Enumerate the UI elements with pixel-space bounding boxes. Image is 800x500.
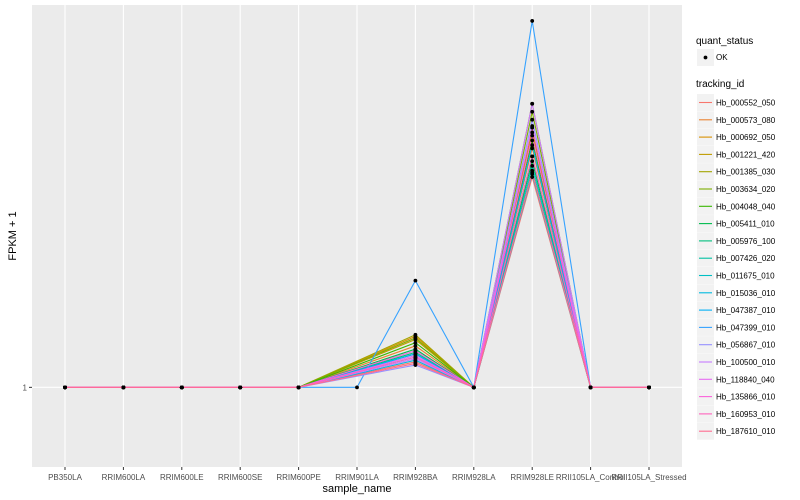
x-tick-label: RRIM600LA <box>102 473 146 482</box>
data-point <box>121 385 126 390</box>
x-tick-label: RRIM600LE <box>160 473 204 482</box>
point-legend-entries: OK <box>697 49 728 66</box>
legend-label: Hb_004048_040 <box>716 202 776 211</box>
data-point <box>413 332 418 337</box>
data-point <box>413 278 418 283</box>
y-axis: 1 <box>23 383 32 392</box>
data-point <box>413 355 418 359</box>
legend-label: Hb_003634_020 <box>716 185 776 194</box>
grid <box>32 5 682 467</box>
data-point <box>179 385 184 390</box>
data-point <box>530 159 535 164</box>
data-point <box>530 117 535 122</box>
data-point <box>63 385 67 390</box>
legend-label: OK <box>716 53 728 62</box>
x-tick-label: RRIM928LA <box>452 473 496 482</box>
y-tick-label: 1 <box>23 383 28 392</box>
legend-label: Hb_135866_010 <box>716 393 776 402</box>
data-point <box>413 348 418 353</box>
data-point <box>413 340 418 345</box>
data-point <box>530 133 535 138</box>
x-axis-title: sample_name <box>322 483 391 495</box>
series-line <box>65 170 649 389</box>
legend-label: Hb_000573_080 <box>716 116 776 125</box>
data-point <box>530 130 535 135</box>
legend-label: Hb_001221_420 <box>716 150 776 159</box>
x-tick-label: RRIM600PE <box>276 473 320 482</box>
legend-label: Hb_056867_010 <box>716 341 776 350</box>
legend-label: Hb_015036_010 <box>716 289 776 298</box>
data-point <box>530 170 535 175</box>
x-tick-label: PB350LA <box>48 473 82 482</box>
line-legend-entries: Hb_000552_050 Hb_000573_080 Hb_000692_050 H… <box>697 94 776 440</box>
line-legend-title: tracking_id <box>696 79 744 90</box>
data-point <box>238 385 243 390</box>
data-point <box>413 361 418 366</box>
data-point <box>530 124 535 128</box>
data-point <box>530 19 535 23</box>
legend-label: Hb_187610_010 <box>716 427 776 436</box>
data-point <box>530 109 535 114</box>
legend-label: Hb_005976_100 <box>716 237 776 246</box>
data-point <box>413 336 418 340</box>
legend-label: Hb_011675_010 <box>716 272 775 281</box>
data-point <box>296 385 301 390</box>
legend-point-marker <box>703 55 708 60</box>
legend-label: Hb_000552_050 <box>716 99 776 108</box>
legend-label: Hb_100500_010 <box>716 358 776 367</box>
legend-label: Hb_000692_050 <box>716 133 776 142</box>
data-point <box>530 138 535 143</box>
legend-label: Hb_001385_030 <box>716 168 776 177</box>
point-legend-title: quant_status <box>696 36 753 47</box>
series-points <box>63 19 651 390</box>
data-point <box>530 146 535 151</box>
legend-label: Hb_160953_010 <box>716 410 776 419</box>
data-point <box>647 385 651 390</box>
data-point <box>413 344 418 348</box>
data-point <box>530 101 535 106</box>
data-point <box>530 164 535 168</box>
data-point <box>588 385 593 390</box>
x-tick-label: RRIM600SE <box>218 473 262 482</box>
legend-label: Hb_005411_010 <box>716 220 775 229</box>
legend-label: Hb_007426_020 <box>716 254 776 263</box>
x-tick-label: RRII105LA_Control <box>556 473 626 482</box>
x-tick-label: RRIM901LA <box>335 473 379 482</box>
data-point <box>355 385 359 390</box>
legend-label: Hb_047399_010 <box>716 323 776 332</box>
legend-label: Hb_118840_040 <box>716 375 775 384</box>
data-point <box>530 175 535 179</box>
data-point <box>471 385 476 390</box>
data-point <box>530 143 535 148</box>
y-axis-title: FPKM + 1 <box>7 211 19 260</box>
x-tick-label: RRII105LA_Stressed <box>611 473 686 482</box>
data-point <box>530 154 535 159</box>
x-tick-label: RRIM928LE <box>510 473 554 482</box>
x-axis: PB350LA RRIM600LA RRIM600LE RRIM600SE RRIM60… <box>48 467 687 482</box>
legend-label: Hb_047387_010 <box>716 306 776 315</box>
x-tick-label: RRIM928BA <box>393 473 438 482</box>
legend: quant_status OK tracking_id Hb_000552_05… <box>696 36 776 440</box>
series-lines <box>65 20 649 390</box>
